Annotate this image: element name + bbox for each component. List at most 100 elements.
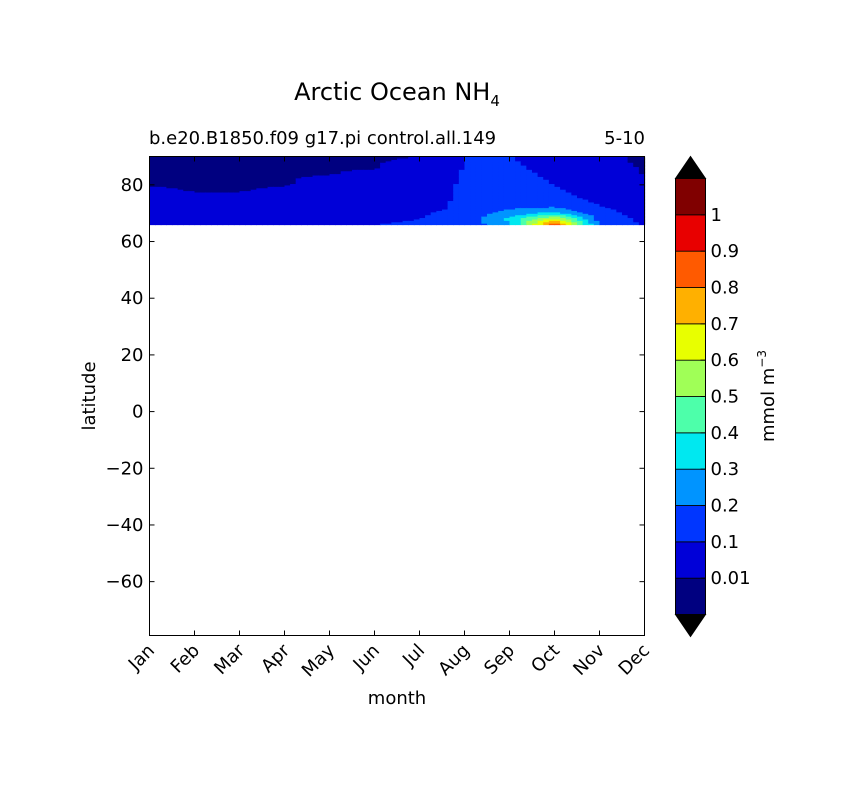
heatmap-cell	[470, 163, 477, 166]
heatmap-cell	[616, 187, 623, 190]
heatmap-cell	[368, 156, 376, 159]
heatmap-cell	[509, 216, 516, 219]
heatmap-cell	[256, 204, 263, 207]
heatmap-cell	[565, 157, 572, 160]
heatmap-cell	[312, 193, 319, 196]
heatmap-cell	[425, 213, 432, 216]
heatmap-cell	[492, 191, 499, 194]
heatmap-cell	[588, 189, 595, 192]
heatmap-cell	[188, 189, 196, 192]
heatmap-cell	[194, 220, 201, 223]
heatmap-cell	[160, 184, 167, 187]
heatmap-cell	[228, 179, 235, 182]
heatmap-cell	[183, 196, 190, 199]
heatmap-cell	[481, 206, 488, 209]
heatmap-cell	[548, 223, 556, 226]
heatmap-cell	[638, 173, 646, 176]
heatmap-cell	[582, 216, 589, 219]
heatmap-cell	[436, 174, 443, 177]
heatmap-cell	[419, 217, 426, 220]
heatmap-cell	[442, 170, 449, 173]
heatmap-cell	[149, 179, 156, 182]
heatmap-cell	[318, 157, 325, 160]
heatmap-cell	[211, 218, 218, 221]
heatmap-cell	[548, 204, 556, 207]
heatmap-cell	[565, 200, 572, 203]
heatmap-cell	[368, 162, 376, 165]
heatmap-cell	[413, 182, 421, 185]
heatmap-cell	[492, 190, 499, 193]
heatmap-cell	[233, 211, 241, 214]
heatmap-cell	[397, 179, 404, 182]
heatmap-cell	[256, 173, 263, 176]
heatmap-cell	[436, 183, 443, 186]
heatmap-cell	[498, 179, 505, 182]
heatmap-cell	[627, 193, 634, 196]
heatmap-cell	[470, 211, 477, 214]
heatmap-cell	[577, 170, 584, 173]
heatmap-cell	[250, 177, 257, 180]
heatmap-cell	[526, 184, 533, 187]
heatmap-cell	[346, 217, 353, 220]
heatmap-cell	[425, 189, 432, 192]
heatmap-cell	[374, 204, 381, 207]
heatmap-cell	[233, 197, 241, 200]
heatmap-cell	[397, 174, 404, 177]
heatmap-cell	[346, 180, 353, 183]
heatmap-cell	[385, 179, 392, 182]
colorbar-tick-label: 0.6	[711, 350, 740, 371]
heatmap-cell	[177, 174, 184, 177]
heatmap-cell	[543, 216, 550, 219]
heatmap-cell	[155, 201, 162, 204]
heatmap-cell	[172, 211, 179, 214]
heatmap-cell	[374, 179, 381, 182]
heatmap-cell	[633, 214, 640, 217]
heatmap-cell	[374, 172, 381, 175]
heatmap-cell	[222, 163, 229, 166]
heatmap-cell	[470, 223, 477, 226]
heatmap-cell	[610, 199, 617, 202]
heatmap-cell	[622, 200, 629, 203]
heatmap-cell	[228, 191, 235, 194]
heatmap-cell	[245, 180, 252, 183]
heatmap-cell	[453, 218, 460, 221]
heatmap-cell	[492, 210, 499, 213]
heatmap-cell	[233, 199, 241, 202]
heatmap-cell	[554, 191, 561, 194]
heatmap-cell	[633, 213, 640, 216]
heatmap-cell	[616, 216, 623, 219]
heatmap-cell	[548, 221, 556, 224]
heatmap-cell	[172, 187, 179, 190]
heatmap-cell	[413, 200, 421, 203]
heatmap-cell	[537, 221, 544, 224]
heatmap-cell	[183, 206, 190, 209]
heatmap-cell	[458, 193, 466, 196]
heatmap-cell	[616, 179, 623, 182]
heatmap-cell	[323, 170, 331, 173]
heatmap-cell	[368, 169, 376, 172]
heatmap-cell	[554, 217, 561, 220]
heatmap-cell	[149, 184, 156, 187]
heatmap-cell	[430, 167, 437, 170]
heatmap-cell	[425, 210, 432, 213]
heatmap-cell	[593, 156, 601, 159]
heatmap-cell	[599, 172, 606, 175]
heatmap-cell	[425, 217, 432, 220]
heatmap-cell	[543, 174, 550, 177]
heatmap-cell	[442, 207, 449, 210]
heatmap-cell	[368, 193, 376, 196]
heatmap-cell	[458, 162, 466, 165]
x-tick-label: Mar	[210, 640, 249, 679]
heatmap-cell	[155, 189, 162, 192]
heatmap-cell	[571, 201, 578, 204]
heatmap-cell	[217, 169, 224, 172]
heatmap-cell	[402, 193, 409, 196]
heatmap-cell	[610, 165, 617, 168]
heatmap-cell	[312, 173, 319, 176]
heatmap-cell	[515, 200, 522, 203]
heatmap-cell	[183, 179, 190, 182]
heatmap-cell	[188, 204, 196, 207]
heatmap-cell	[335, 201, 342, 204]
heatmap-cell	[447, 160, 454, 163]
heatmap-cell	[526, 160, 533, 163]
